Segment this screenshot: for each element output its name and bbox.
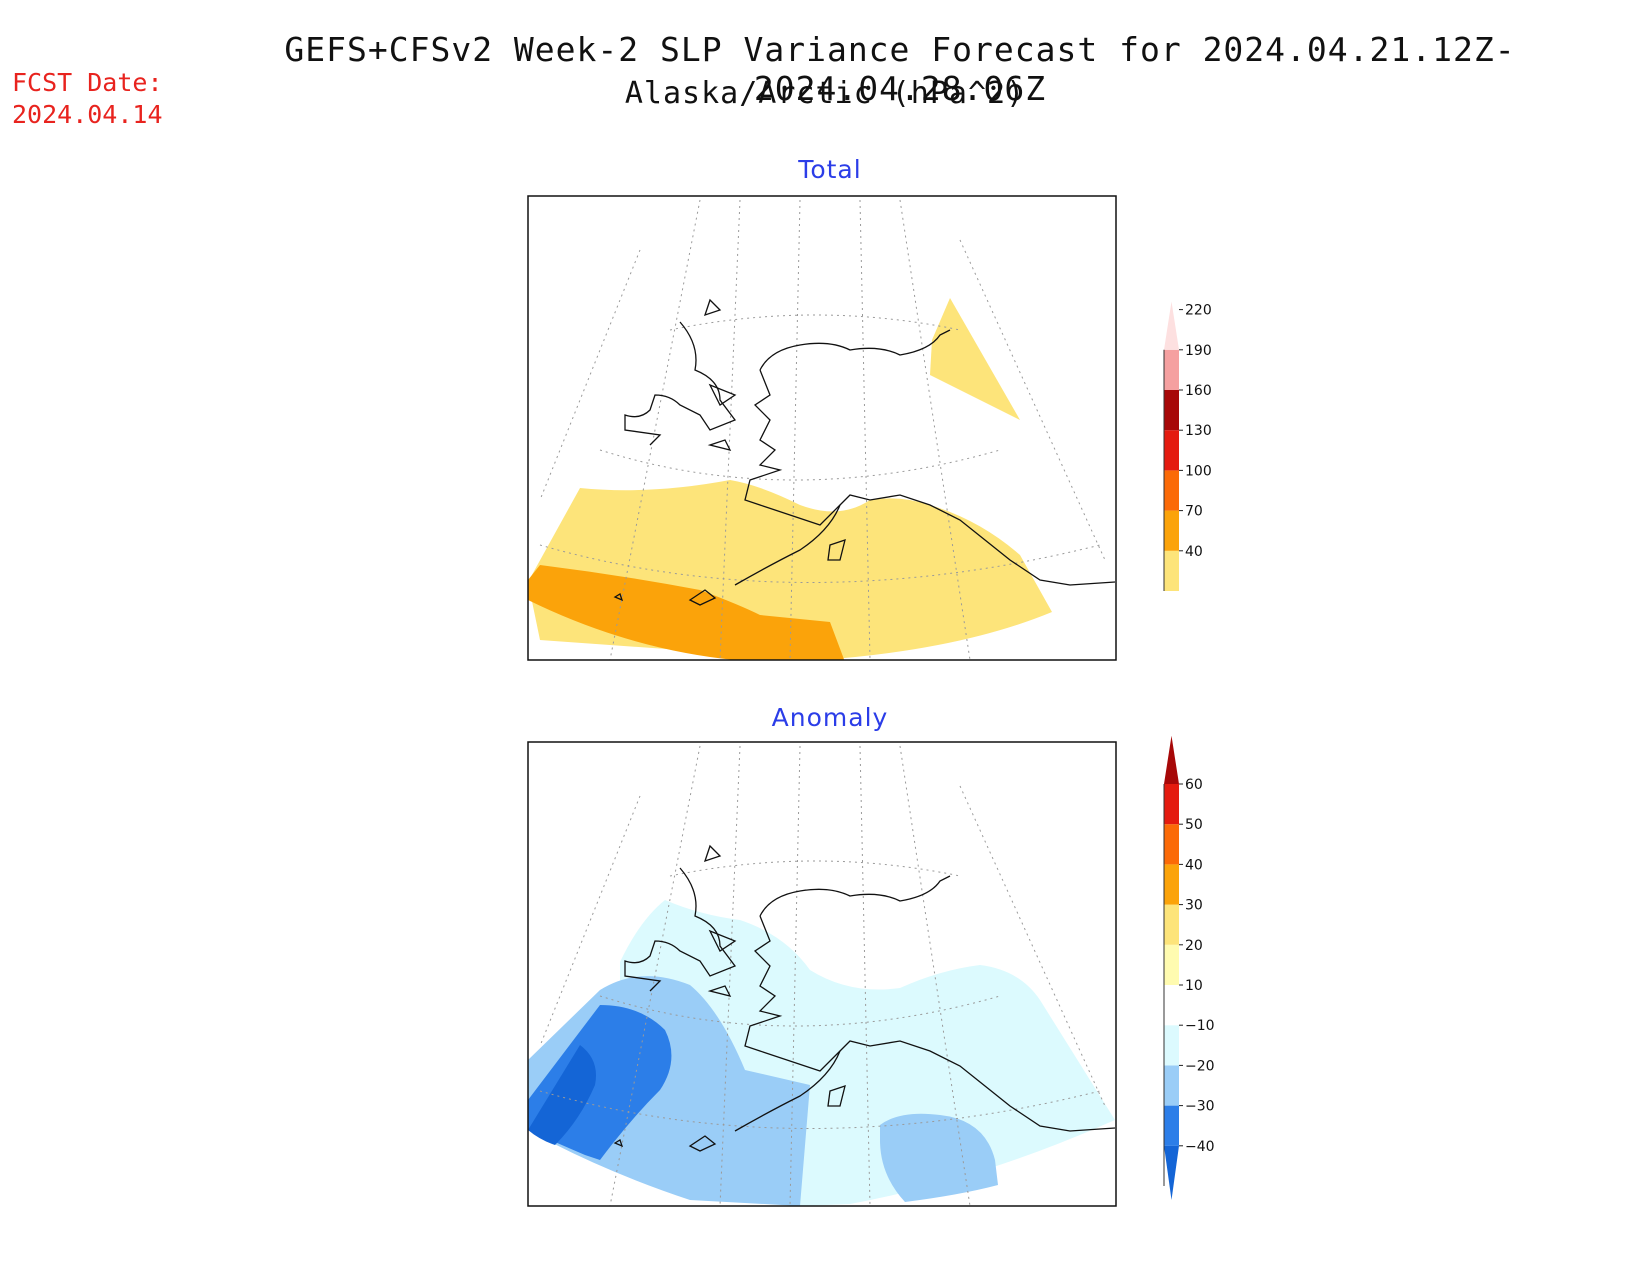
total-colorbar-swatch [1164,301,1179,350]
anomaly-shade-neg20-neg30-east [880,1113,998,1202]
anomaly-map-panel [527,741,1117,1207]
anomaly-colorbar-swatch [1164,735,1179,784]
anomaly-colorbar-swatch [1164,1065,1179,1106]
total-graticule [539,199,1106,660]
anomaly-graticule [539,745,1106,1206]
anomaly-colorbar-label: 60 [1185,777,1203,793]
anomaly-colorbar-swatch [1164,1105,1179,1146]
fcst-date-value: 2024.04.14 [12,100,163,129]
total-colorbar-label: 130 [1185,423,1212,439]
total-colorbar-swatch [1164,349,1179,390]
total-colorbar-swatch [1164,390,1179,431]
total-colorbar: 40 70 100 130 160 190 220 [1163,301,1212,591]
total-panel-title: Total [798,155,862,184]
anomaly-colorbar-swatch [1164,904,1179,945]
anomaly-colorbar-label: 30 [1185,898,1203,914]
anomaly-colorbar-swatch [1164,824,1179,865]
total-colorbar-label: 220 [1185,303,1212,319]
anomaly-colorbar-swatch [1164,944,1179,985]
anomaly-coastline [613,844,1116,1152]
total-colorbar-swatch [1164,510,1179,551]
total-colorbar-swatch [1164,550,1179,591]
anomaly-colorbar-swatch [1164,1025,1179,1066]
total-colorbar-label: 160 [1185,383,1212,399]
total-colorbar-label: 190 [1185,343,1212,359]
anomaly-panel-title: Anomaly [771,703,889,732]
anomaly-colorbar-label: −10 [1185,1018,1215,1034]
anomaly-colorbar-label: −20 [1185,1058,1215,1074]
anomaly-colorbar: −40 −30 −20 −10 10 20 30 40 50 60 [1163,735,1215,1200]
total-coastline [613,298,1116,606]
fcst-date-label: FCST Date: [12,68,163,97]
total-shade-40-70-ne [930,298,1020,420]
anomaly-colorbar-label: 10 [1185,978,1203,994]
anomaly-colorbar-swatch [1164,864,1179,905]
anomaly-colorbar-label: −30 [1185,1099,1215,1115]
total-colorbar-label: 70 [1185,504,1203,520]
total-colorbar-label: 40 [1185,544,1203,560]
anomaly-colorbar-label: −40 [1185,1139,1215,1155]
anomaly-colorbar-label: 20 [1185,938,1203,954]
anomaly-colorbar-label: 50 [1185,817,1203,833]
anomaly-colorbar-label: 40 [1185,857,1203,873]
map-subtitle: Alaska/Arctic (hPa^2) [624,76,1026,111]
anomaly-colorbar-swatch [1164,985,1179,1026]
total-map-panel [527,195,1117,661]
anomaly-colorbar-swatch [1164,1145,1179,1200]
total-shade-70-100 [528,565,845,660]
anomaly-frame [527,741,1117,1207]
total-frame [527,195,1117,661]
total-colorbar-label: 100 [1185,463,1212,479]
anomaly-shade-neg10-neg20 [620,900,1115,1206]
anomaly-shade-below-neg40 [528,1045,596,1145]
total-colorbar-swatch [1164,430,1179,471]
map-title: GEFS+CFSv2 Week-2 SLP Variance Forecast … [284,30,1516,108]
anomaly-colorbar-swatch [1164,784,1179,825]
total-colorbar-swatch [1164,470,1179,511]
